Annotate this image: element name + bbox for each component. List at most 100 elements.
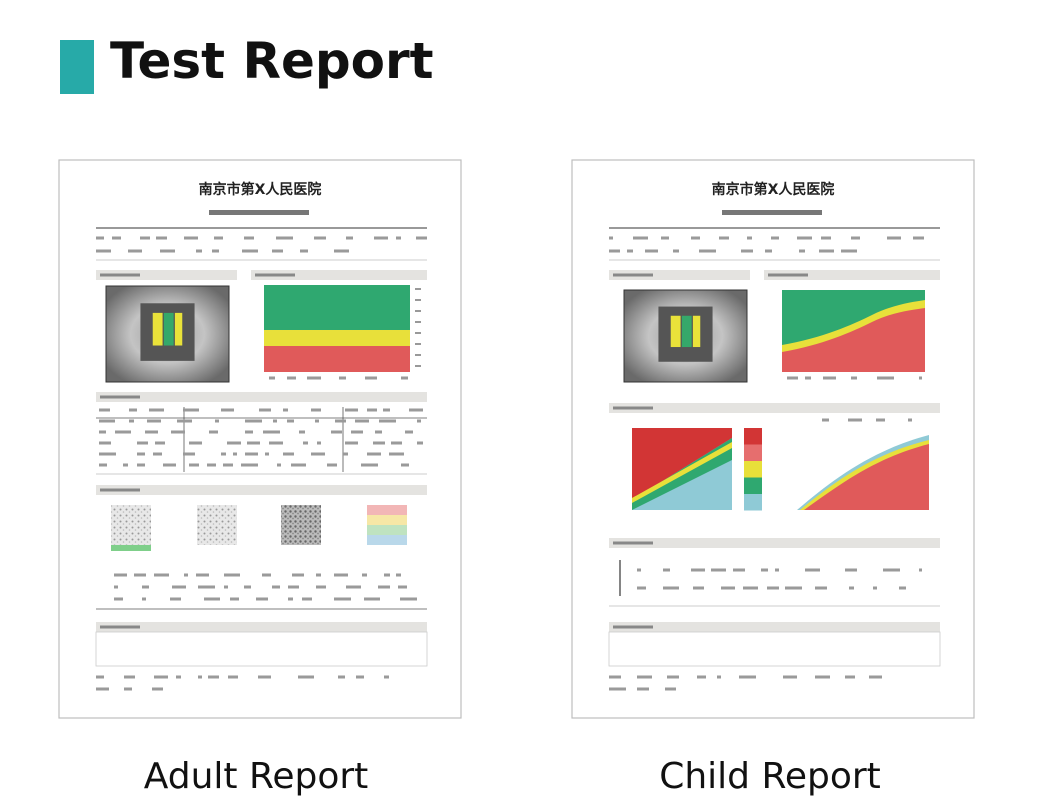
texture-image xyxy=(111,505,151,545)
text-placeholder xyxy=(367,408,377,412)
text-placeholder xyxy=(287,376,296,380)
tick-placeholder xyxy=(415,321,421,323)
text-placeholder xyxy=(99,463,107,467)
chart-area xyxy=(632,442,732,503)
chart-band xyxy=(264,285,410,330)
tick-placeholder xyxy=(415,288,421,290)
chart-area xyxy=(782,308,925,372)
section-header xyxy=(609,270,750,280)
report-caption: Adult Report xyxy=(144,756,369,797)
text-placeholder xyxy=(663,586,679,590)
text-placeholder xyxy=(339,376,346,380)
text-placeholder xyxy=(112,236,121,240)
text-placeholder xyxy=(244,585,251,589)
chart-area xyxy=(804,444,929,510)
text-placeholder xyxy=(355,419,369,423)
section-header xyxy=(96,622,427,632)
text-placeholder xyxy=(269,441,283,445)
text-placeholder xyxy=(721,586,735,590)
text-placeholder xyxy=(242,249,258,253)
text-placeholder xyxy=(873,586,877,590)
text-placeholder xyxy=(177,419,192,423)
text-placeholder xyxy=(137,452,145,456)
text-placeholder xyxy=(327,463,337,467)
text-placeholder xyxy=(389,452,404,456)
text-placeholder xyxy=(204,597,220,601)
text-placeholder xyxy=(245,419,262,423)
text-placeholder xyxy=(303,441,308,445)
tick-placeholder xyxy=(415,365,421,367)
text-placeholder xyxy=(273,419,277,423)
text-placeholder xyxy=(228,675,238,679)
text-placeholder xyxy=(869,675,882,679)
text-placeholder xyxy=(230,597,239,601)
roi-green xyxy=(681,315,692,348)
text-placeholder xyxy=(334,249,349,253)
text-placeholder xyxy=(212,249,219,253)
text-placeholder xyxy=(821,236,831,240)
text-placeholder xyxy=(919,568,922,572)
texture-image xyxy=(197,505,237,545)
text-placeholder xyxy=(691,568,705,572)
legend-band xyxy=(744,461,762,478)
text-placeholder xyxy=(876,418,885,422)
texture-bar xyxy=(111,545,151,551)
text-placeholder xyxy=(345,441,358,445)
tick-placeholder xyxy=(415,299,421,301)
text-placeholder xyxy=(613,541,653,545)
section-header xyxy=(609,622,940,632)
text-placeholder xyxy=(96,249,111,253)
text-placeholder xyxy=(245,452,258,456)
text-placeholder xyxy=(845,675,855,679)
text-placeholder xyxy=(887,236,901,240)
text-placeholder xyxy=(913,236,924,240)
text-placeholder xyxy=(99,408,110,412)
text-placeholder xyxy=(739,675,756,679)
text-placeholder xyxy=(129,419,134,423)
text-placeholder xyxy=(797,236,812,240)
text-placeholder xyxy=(156,236,167,240)
text-placeholder xyxy=(221,408,234,412)
tick-placeholder xyxy=(415,310,421,312)
text-placeholder xyxy=(145,430,158,434)
text-placeholder xyxy=(263,430,280,434)
text-placeholder xyxy=(96,687,109,691)
text-placeholder xyxy=(883,568,900,572)
text-placeholder xyxy=(227,441,241,445)
text-placeholder xyxy=(331,430,342,434)
text-placeholder xyxy=(771,236,779,240)
roi-yellow xyxy=(152,312,163,346)
roi-green xyxy=(163,312,174,346)
text-placeholder xyxy=(163,463,176,467)
text-placeholder xyxy=(241,463,258,467)
text-placeholder xyxy=(307,376,321,380)
text-placeholder xyxy=(877,376,894,380)
tick-placeholder xyxy=(415,354,421,356)
text-placeholder xyxy=(183,452,195,456)
text-placeholder xyxy=(314,236,326,240)
text-placeholder xyxy=(170,597,181,601)
text-placeholder xyxy=(209,210,309,215)
roi-yellow xyxy=(692,315,701,348)
roi-yellow xyxy=(670,315,681,348)
legend-band xyxy=(744,428,762,445)
text-placeholder xyxy=(384,675,389,679)
text-placeholder xyxy=(334,573,348,577)
notes-box xyxy=(608,631,941,667)
text-placeholder xyxy=(775,568,779,572)
section-header xyxy=(96,392,427,402)
text-placeholder xyxy=(149,408,164,412)
text-placeholder xyxy=(316,585,326,589)
text-placeholder xyxy=(299,430,305,434)
sheet xyxy=(58,159,462,719)
text-placeholder xyxy=(142,585,149,589)
text-placeholder xyxy=(815,675,830,679)
text-placeholder xyxy=(272,585,280,589)
text-placeholder xyxy=(311,452,325,456)
text-placeholder xyxy=(391,441,402,445)
text-placeholder xyxy=(315,419,319,423)
text-placeholder xyxy=(719,236,729,240)
text-placeholder xyxy=(114,585,118,589)
text-placeholder xyxy=(189,463,199,467)
text-placeholder xyxy=(245,430,253,434)
